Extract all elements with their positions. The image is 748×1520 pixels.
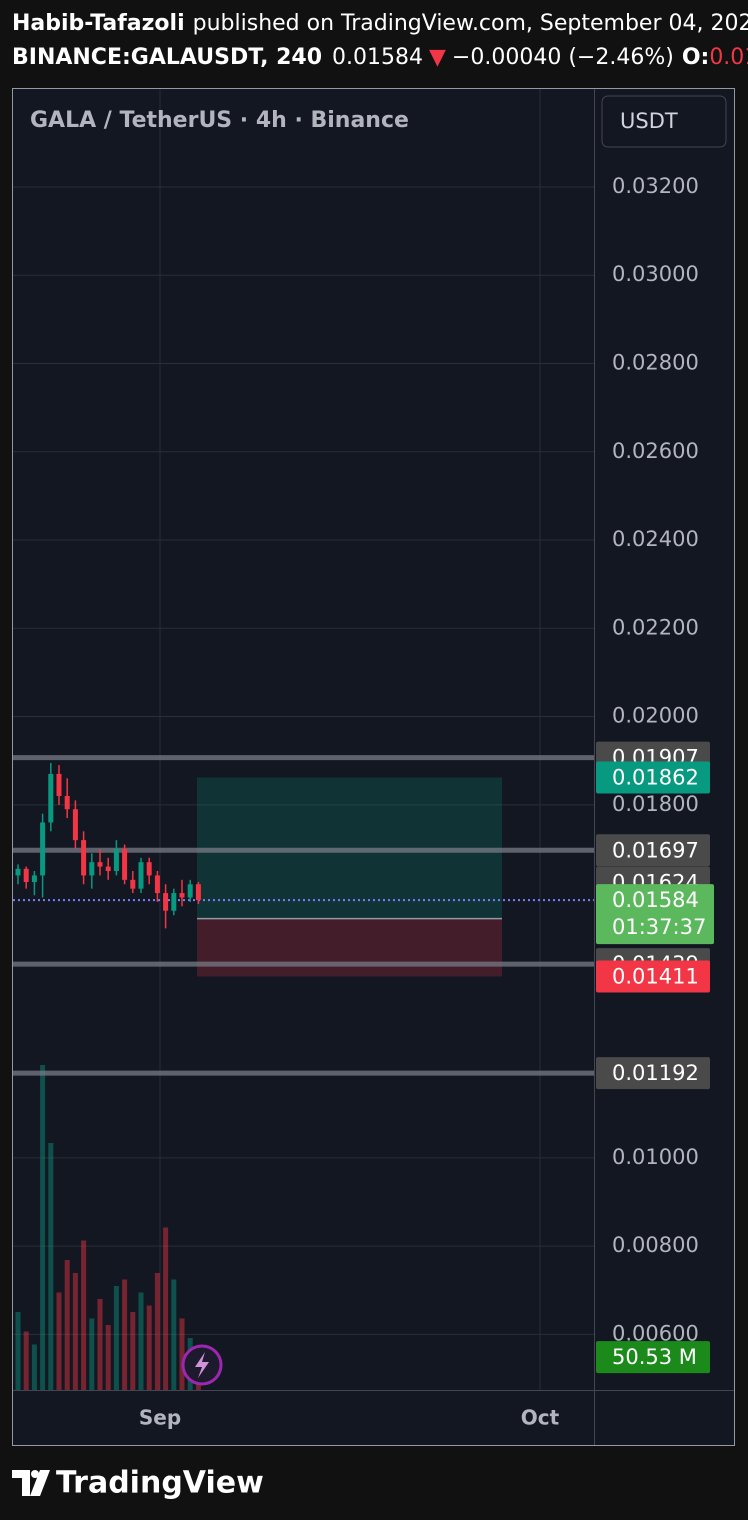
currency-button[interactable] bbox=[601, 95, 727, 148]
y-tick-label: 0.02800 bbox=[612, 350, 699, 374]
candle-body bbox=[89, 862, 95, 876]
loss-zone bbox=[197, 918, 502, 977]
volume-bar bbox=[163, 1227, 169, 1390]
candle-body bbox=[81, 840, 87, 876]
candle-body bbox=[130, 879, 136, 889]
volume-bar bbox=[105, 1325, 111, 1390]
candle-body bbox=[195, 884, 201, 901]
x-tick-label: Sep bbox=[139, 1406, 181, 1430]
currency[interactable]: USDT bbox=[620, 109, 678, 133]
lightning-glyph bbox=[195, 1352, 209, 1378]
header-line-2: BINANCE:GALAUSDT, 240 0.01584 ▼ −0.00040 (−… bbox=[12, 45, 748, 70]
volume-bar bbox=[23, 1331, 29, 1390]
candle-body bbox=[64, 795, 70, 810]
author: Habib-Tafazoli bbox=[12, 11, 185, 36]
volume-bar bbox=[97, 1299, 103, 1390]
volume-pane bbox=[15, 1065, 201, 1390]
volume-bar bbox=[89, 1318, 95, 1390]
change: −0.00040 (−2.46%) bbox=[452, 45, 674, 70]
y-tick-label: 0.03200 bbox=[612, 174, 699, 198]
volume-bar bbox=[146, 1305, 152, 1390]
candle-body bbox=[31, 875, 37, 883]
open-label: O: bbox=[682, 45, 710, 70]
volume-bar bbox=[81, 1240, 87, 1390]
volume-label: 50.53 M bbox=[612, 1345, 697, 1369]
tv-logo-icon bbox=[12, 1470, 50, 1496]
candles bbox=[15, 762, 201, 929]
open-value: 0.01 bbox=[709, 45, 748, 70]
candle-body bbox=[113, 848, 119, 872]
candle-body bbox=[72, 809, 78, 841]
volume-bar bbox=[72, 1273, 78, 1390]
volume-bar bbox=[56, 1292, 62, 1390]
candle-body bbox=[105, 866, 111, 872]
arrow: ▼ bbox=[429, 45, 446, 70]
volume-bar bbox=[171, 1279, 177, 1390]
levels bbox=[13, 755, 594, 1076]
volume-bar bbox=[48, 1143, 54, 1390]
position-tool bbox=[197, 777, 502, 977]
tv-logo: TradingView bbox=[56, 1466, 264, 1501]
price-tag-label: 0.01862 bbox=[612, 765, 699, 789]
x-tick-label: Oct bbox=[521, 1406, 560, 1430]
y-tick-label: 0.02400 bbox=[612, 527, 699, 551]
candle-body bbox=[171, 893, 177, 911]
volume-bar bbox=[64, 1260, 70, 1390]
countdown: 01:37:37 bbox=[612, 915, 706, 939]
candle-body bbox=[40, 822, 46, 876]
volume-bar bbox=[122, 1279, 128, 1390]
candle-body bbox=[179, 893, 185, 898]
candle-body bbox=[97, 862, 103, 867]
y-tick-label: 0.01800 bbox=[612, 792, 699, 816]
price: 0.01584 bbox=[332, 45, 423, 70]
candle-body bbox=[154, 875, 160, 894]
candle-body bbox=[187, 884, 193, 898]
candle-body bbox=[138, 862, 144, 889]
last-price-tag bbox=[596, 884, 714, 945]
price-axis: 0.03200 0.03000 0.02800 0.02600 0.02400 0.022… bbox=[596, 174, 714, 1374]
volume-bar bbox=[113, 1286, 119, 1390]
last-price-label: 0.01584 bbox=[612, 888, 699, 912]
volume-bar bbox=[40, 1065, 46, 1390]
grid bbox=[13, 186, 594, 1335]
price-tag-label: 0.01192 bbox=[612, 1061, 699, 1085]
y-tick-label: 0.02200 bbox=[612, 615, 699, 639]
symbol: BINANCE:GALAUSDT, 240 bbox=[12, 45, 322, 70]
price-tag bbox=[596, 834, 710, 867]
published: published on TradingView.com, September … bbox=[193, 11, 748, 36]
volume-bar bbox=[154, 1273, 160, 1390]
volume-bar bbox=[179, 1318, 185, 1390]
candle-body bbox=[56, 773, 62, 796]
y-tick-label: 0.00800 bbox=[612, 1233, 699, 1257]
volume-bar bbox=[31, 1344, 37, 1390]
price-tag bbox=[596, 1057, 710, 1090]
price-tag bbox=[596, 761, 710, 794]
price-tag-label: 0.01697 bbox=[612, 838, 699, 862]
y-tick-label: 0.01000 bbox=[612, 1145, 699, 1169]
candle-body bbox=[163, 893, 169, 911]
volume-bar bbox=[138, 1292, 144, 1390]
candle-body bbox=[15, 868, 21, 876]
price-tag-label: 0.01411 bbox=[612, 964, 699, 988]
candle-body bbox=[48, 773, 54, 823]
volume-bar bbox=[15, 1312, 21, 1390]
y-tick-label: 0.02600 bbox=[612, 439, 699, 463]
chart-title: GALA / TetherUS · 4h · Binance bbox=[30, 108, 409, 133]
candle-body bbox=[122, 848, 128, 880]
candle-body bbox=[23, 868, 29, 883]
price-tag bbox=[596, 960, 710, 993]
y-tick-label: 0.02000 bbox=[612, 704, 699, 728]
header-line-1: Habib-Tafazoli published on TradingView.c… bbox=[12, 11, 748, 36]
y-tick-label: 0.03000 bbox=[612, 262, 699, 286]
volume-bar bbox=[130, 1312, 136, 1390]
candle-body bbox=[146, 862, 152, 876]
volume-tag bbox=[596, 1341, 710, 1374]
